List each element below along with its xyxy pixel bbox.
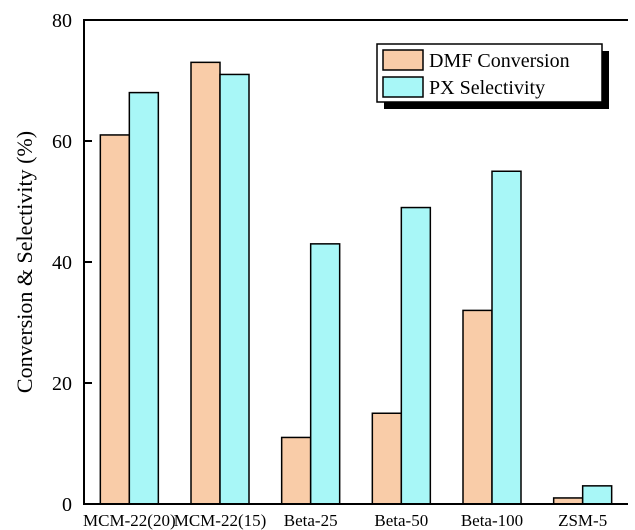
bar-dmf-conversion <box>99 134 131 505</box>
bars-group <box>99 61 613 505</box>
bar-px-selectivity <box>581 485 613 505</box>
y-axis-label: Conversion & Selectivity (%) <box>12 131 37 393</box>
legend-label: PX Selectivity <box>429 77 545 99</box>
y-tick-label: 60 <box>52 131 72 153</box>
x-tick-label: MCM-22(15) <box>174 511 267 530</box>
bar-dmf-conversion <box>280 436 312 505</box>
y-tick-label: 20 <box>52 373 72 395</box>
bar-dmf-conversion <box>190 61 221 505</box>
x-tick-label: MCM-22(20) <box>83 511 176 530</box>
x-tick-label: Beta-25 <box>284 511 338 530</box>
x-tick-label: ZSM-5 <box>558 511 607 530</box>
bar-px-selectivity <box>128 91 160 505</box>
y-tick-label: 0 <box>62 494 72 516</box>
bar-px-selectivity <box>219 73 250 505</box>
y-ticks-group: 0 20 40 60 80 <box>52 10 92 516</box>
bar-px-selectivity <box>309 243 341 505</box>
legend-swatch <box>382 76 424 98</box>
bar-px-selectivity <box>400 206 432 505</box>
bar-px-selectivity <box>491 170 522 505</box>
y-tick-label: 80 <box>52 10 72 32</box>
legend-label: DMF Conversion <box>429 50 570 72</box>
x-tick-label: Beta-50 <box>374 511 428 530</box>
y-tick-label: 40 <box>52 252 72 274</box>
x-tick-labels-group: MCM-22(20)MCM-22(15) Beta-25 Beta-50 Beta-1… <box>83 511 607 530</box>
bar-dmf-conversion <box>462 309 493 505</box>
legend: DMF Conversion PX Selectivity <box>376 43 609 109</box>
x-tick-label: Beta-100 <box>461 511 523 530</box>
bar-dmf-conversion <box>371 412 403 505</box>
legend-swatch <box>382 49 424 71</box>
